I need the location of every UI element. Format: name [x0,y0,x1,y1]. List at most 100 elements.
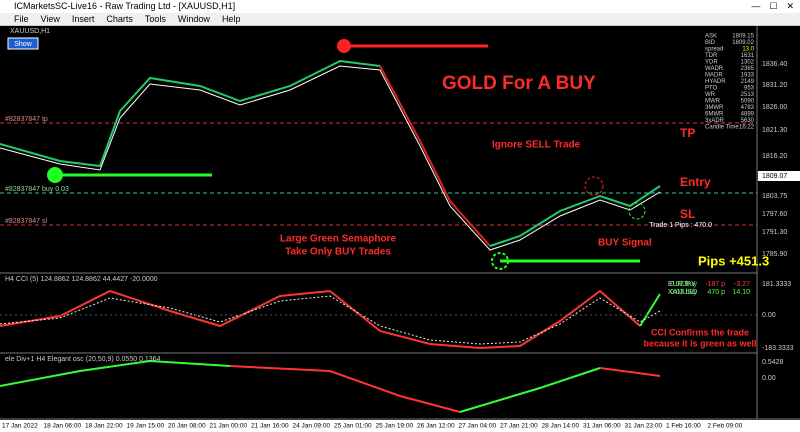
time-label: 26 Jan 12:00 [417,423,455,430]
trade-cell: 0.02 buy [670,281,697,288]
info-key: WR [705,92,716,98]
time-label: 27 Jan 04:00 [459,423,497,430]
info-value: 1631 [741,53,755,59]
trade-cell: XAUUSD [668,289,697,296]
annotation: Entry [680,175,711,189]
headline: GOLD For A BUY [442,73,596,94]
time-label: 24 Jan 09:00 [293,423,331,430]
cci-signal [0,295,661,345]
semaphore [337,39,351,53]
info-value: 1809.15 [732,34,754,40]
title-bar: ICMarketsSC-Live16 - Raw Trading Ltd - [… [0,0,800,13]
time-label: 21 Jan 16:00 [251,423,289,430]
info-value: 1302 [741,60,755,66]
semaphore [491,252,509,270]
info-value: 2365 [741,66,755,72]
price-up [0,59,381,168]
time-label: 17 Jan 2022 [2,423,38,430]
annotation: because it is green as well [643,338,756,348]
info-key: MADR [705,73,723,79]
info-key: 3xADR [705,118,725,124]
info-key: HYADR [705,79,726,85]
info-value: 5630 [741,118,755,124]
price-label: 1809.07 [762,173,787,180]
time-label: 19 Jan 15:00 [127,423,165,430]
order-label: #82837847 buy 0.03 [5,186,69,193]
osc-axis-label: 0.00 [762,375,776,382]
menu-item[interactable]: Help [221,14,241,24]
osc-axis-label: 0.5428 [762,359,784,366]
order-label: #82837847 sl [5,218,47,225]
info-value: 5090 [741,99,755,105]
time-label: 25 Jan 01:00 [334,423,372,430]
order-label: Trade 1 Pips : 470.0 [649,222,712,229]
info-value: 2149 [741,79,755,85]
window-title: ICMarketsSC-Live16 - Raw Trading Ltd - [… [14,1,236,11]
annotation: SL [680,207,695,221]
trade-cell: -3.27 [734,281,750,288]
price-up [489,185,661,247]
info-value: 953 [744,86,755,92]
annotation: Large Green Semaphore [280,234,397,245]
annotation: Ignore SELL Trade [492,140,581,151]
info-value: 16:22 [739,125,755,131]
time-label: 18 Jan 06:00 [44,423,82,430]
trade-cell: -187 p [705,281,725,288]
menu-item[interactable]: Insert [71,14,95,24]
price-label: 1797.60 [762,211,787,218]
time-label: 1 Feb 16:00 [666,423,701,430]
trade-cell: 0.03 buy [670,289,697,296]
menu-item[interactable]: Tools [144,14,166,24]
price-label: 1836.40 [762,61,787,68]
indicator-label: ele Div+1 H4 Elegant osc (20,50,9) 0.055… [5,356,161,363]
cci-axis-label: 181.3333 [762,281,791,288]
time-label: 27 Jan 21:00 [500,423,538,430]
cci-line [639,293,661,327]
info-value: 1933 [741,73,755,79]
trade-cell: EURJPY [668,281,696,288]
menu-bar: File View Insert Charts Tools Window Help [0,13,800,26]
info-value: 13.0 [742,47,754,53]
time-label: 18 Jan 22:00 [85,423,123,430]
price-label: 1803.75 [762,193,787,200]
info-key: YDR [705,60,718,66]
info-key: Candle Time [705,125,739,131]
annotation: Take Only BUY Trades [285,247,391,258]
menu-item[interactable]: File [14,14,29,24]
annotation: BUY Signal [598,238,652,249]
menu-item[interactable]: View [40,14,60,24]
time-label: 31 Jan 23:00 [625,423,663,430]
menu-item[interactable]: Window [177,14,210,24]
annotation: TP [680,126,695,140]
chart-window: Show XAUUSD,H1 #82837847 tp #82837847 bu… [0,26,800,432]
info-key: TDR [705,53,718,59]
pips: Pips +451.3 [698,253,769,268]
info-key: 3MWR [705,105,724,111]
window-controls[interactable]: — ☐ ✕ [751,1,794,11]
time-label: 31 Jan 06:00 [583,423,621,430]
highlight-circle [584,176,604,196]
osc-line [599,367,661,377]
osc-line [0,359,231,387]
info-key: spread [705,47,723,53]
osc-line [229,365,461,413]
ma-ribbon [0,65,661,251]
background [0,26,800,432]
info-key: MWR [705,99,721,105]
semaphore [47,167,63,183]
order-label: #82837847 tp [5,116,48,123]
show-button[interactable] [7,37,39,50]
info-key: BID [705,40,716,46]
info-key: PTO [705,86,718,92]
cci-axis-label: 0.00 [762,312,776,319]
info-value: 1809.02 [732,40,754,46]
time-label: 2 Feb 09:00 [708,423,743,430]
time-label: 28 Jan 14:00 [542,423,580,430]
menu-item[interactable]: Charts [106,14,133,24]
info-key: ASK [705,34,717,40]
highlight-circle [628,202,646,220]
price-label: 1816.20 [762,153,787,160]
annotation: CCI Confirms the trade [651,327,749,337]
time-label: 20 Jan 08:00 [168,423,206,430]
